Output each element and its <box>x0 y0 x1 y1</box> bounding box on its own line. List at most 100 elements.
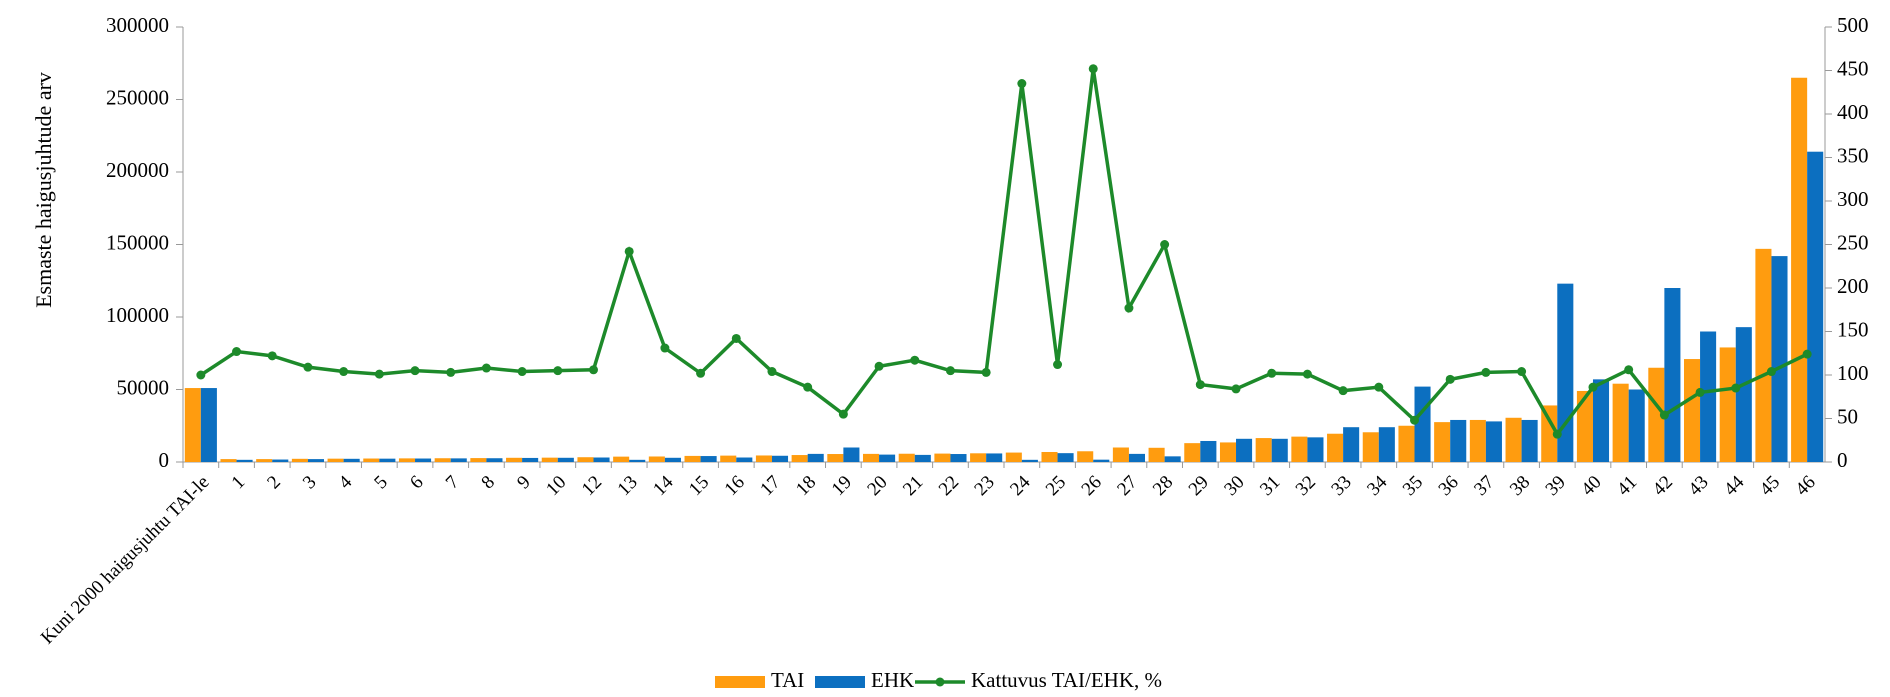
bar <box>863 453 880 462</box>
bar <box>684 455 701 462</box>
y2-tick-label: 100 <box>1837 361 1869 385</box>
bar <box>1521 419 1538 462</box>
x-tick-label: 18 <box>792 472 820 500</box>
bar <box>256 459 273 462</box>
line-marker <box>981 367 991 377</box>
line <box>199 68 1808 438</box>
bar <box>1057 453 1074 462</box>
line-marker <box>1124 303 1134 313</box>
x-tick-label: Kuni 2000 haigusjuhtu TAI-le <box>37 472 214 649</box>
bar <box>1505 417 1522 462</box>
bar <box>1592 379 1610 462</box>
bar <box>1362 432 1379 462</box>
y2-tick-label: 0 <box>1837 448 1848 472</box>
line-marker <box>1695 387 1705 397</box>
x-tick-label: 39 <box>1542 472 1570 500</box>
line-marker <box>1088 64 1098 74</box>
bar <box>379 458 396 462</box>
x-tick-label: 3 <box>299 472 321 494</box>
line-marker <box>1267 368 1277 378</box>
bar <box>1184 443 1201 462</box>
y-tick-label: 200000 <box>106 158 169 182</box>
bar <box>1236 438 1253 462</box>
bar <box>363 458 380 462</box>
bar <box>220 459 237 462</box>
bar <box>771 455 789 462</box>
y2-tick-label: 50 <box>1837 404 1858 428</box>
x-tick-label: 10 <box>542 472 570 500</box>
bar <box>1128 453 1145 462</box>
x-tick-label: 4 <box>335 471 357 493</box>
bar <box>1291 436 1308 462</box>
bar <box>1164 456 1181 462</box>
bar <box>664 457 681 462</box>
x-tick-label: 31 <box>1256 472 1284 500</box>
x-tick-label: 6 <box>406 472 428 494</box>
x-tick-label: 20 <box>863 472 891 500</box>
line-marker <box>660 343 670 353</box>
line-marker <box>196 370 206 380</box>
bar <box>970 453 987 462</box>
line-marker <box>874 361 884 371</box>
bar <box>755 455 772 462</box>
legend-swatch-marker <box>935 677 945 687</box>
x-tick-label: 41 <box>1613 472 1641 500</box>
line-marker <box>624 246 634 256</box>
bar <box>1148 447 1165 462</box>
x-tick-label: 7 <box>442 472 464 494</box>
y-tick-label: 300000 <box>106 13 169 37</box>
x-tick-label: 33 <box>1327 472 1355 500</box>
y2-tick-label: 350 <box>1837 143 1869 167</box>
y-tick-label: 150000 <box>106 230 169 254</box>
bar <box>898 453 915 462</box>
bar <box>200 388 217 462</box>
bar <box>1664 288 1681 462</box>
bar <box>1791 77 1808 462</box>
bar <box>1755 248 1772 462</box>
line-marker <box>1410 415 1419 425</box>
legend-swatch <box>815 676 865 688</box>
y-tick-label: 250000 <box>106 85 169 109</box>
bar <box>272 459 289 462</box>
x-tick-label: 14 <box>649 471 678 500</box>
bar <box>986 453 1003 462</box>
x-tick-label: 17 <box>756 472 784 500</box>
legend-label: TAI <box>771 668 804 692</box>
bar <box>1735 327 1752 462</box>
x-tick-label: 32 <box>1292 472 1320 500</box>
bar <box>1343 427 1360 462</box>
x-tick-label: 30 <box>1220 472 1248 500</box>
x-tick-label: 44 <box>1720 471 1749 500</box>
line-marker <box>374 369 384 379</box>
line-marker <box>1231 384 1241 394</box>
bar <box>950 454 967 462</box>
line-marker <box>1338 386 1348 396</box>
bar <box>1807 151 1824 462</box>
line-marker <box>1731 383 1741 393</box>
x-tick-label: 46 <box>1791 472 1819 500</box>
line-marker <box>1588 382 1598 392</box>
bar <box>434 458 451 462</box>
bar <box>879 454 896 462</box>
x-tick-label: 45 <box>1756 472 1784 500</box>
line-marker <box>1766 367 1776 377</box>
line-marker <box>1195 380 1205 390</box>
bar <box>593 457 610 462</box>
line-marker <box>1517 367 1527 377</box>
bar <box>415 458 432 462</box>
bar <box>843 447 860 462</box>
bar <box>1485 421 1502 462</box>
y2-tick-label: 150 <box>1837 317 1869 341</box>
x-tick-label: 15 <box>685 472 713 500</box>
x-tick-label: 27 <box>1113 472 1141 500</box>
y2-tick-label: 450 <box>1837 56 1869 80</box>
bar <box>1628 389 1645 462</box>
bar <box>1077 451 1094 462</box>
x-tick-label: 26 <box>1078 472 1106 500</box>
line-marker <box>446 367 456 377</box>
bar <box>1541 405 1558 462</box>
bar <box>1378 427 1395 462</box>
x-tick-label: 5 <box>370 472 392 494</box>
line-marker <box>1017 79 1027 89</box>
